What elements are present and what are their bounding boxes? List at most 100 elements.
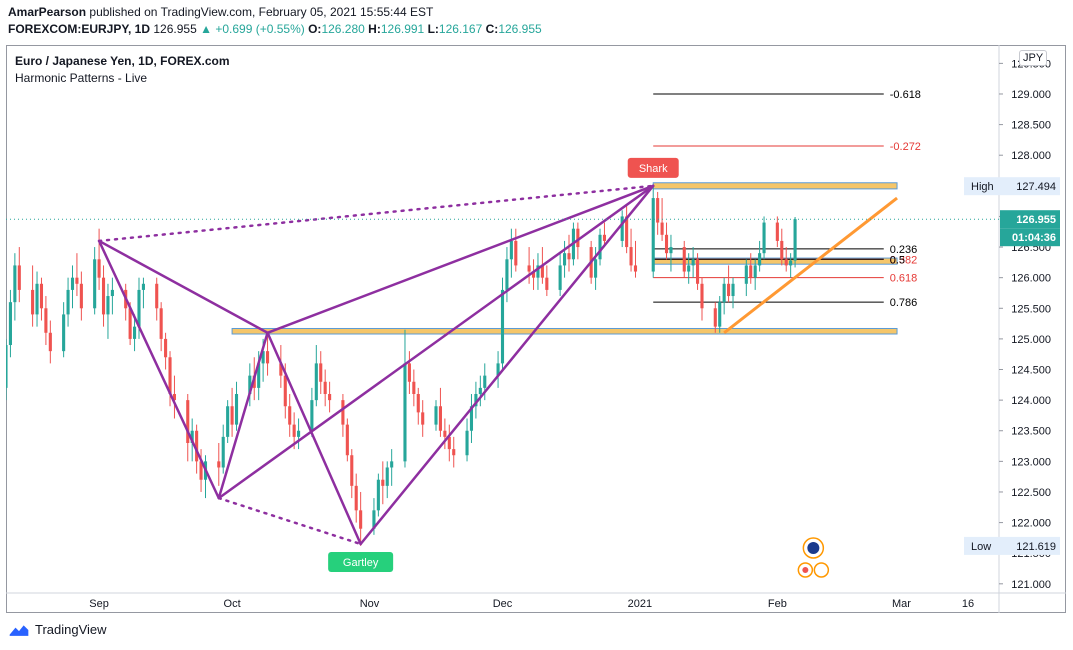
candle-body: [421, 412, 425, 425]
candle-body: [265, 351, 270, 364]
candle-body: [784, 259, 788, 266]
candle-body: [758, 253, 762, 266]
high-marker-value: 127.494: [1016, 181, 1056, 193]
close-value: 126.955: [498, 22, 542, 36]
candle-body: [505, 259, 509, 290]
candle-body: [416, 394, 420, 413]
candle-body: [93, 259, 97, 309]
y-tick-label: 128.500: [1011, 120, 1051, 132]
fib-level-label: -0.272: [890, 141, 921, 153]
candle-body: [500, 289, 505, 364]
change-up-icon: ▲: [200, 22, 212, 36]
author-name[interactable]: AmarPearson: [8, 5, 87, 19]
candle-body: [350, 455, 354, 486]
x-tick-label: 2021: [628, 598, 652, 610]
countdown-tag-box: [1000, 228, 1060, 247]
candle-body: [447, 436, 451, 450]
candle-body: [44, 308, 48, 333]
candle-body: [687, 265, 691, 272]
candle-body: [403, 363, 407, 462]
candle-body: [164, 338, 168, 358]
tradingview-logo-icon: [9, 624, 29, 636]
candle-body: [789, 260, 793, 266]
candle-body: [452, 449, 456, 456]
candle-body: [319, 363, 323, 382]
candle-body: [359, 510, 363, 529]
candle-body: [314, 363, 318, 401]
symbol-label: FOREXCOM:EURJPY, 1D: [8, 22, 151, 36]
candle-body: [651, 198, 655, 272]
candle-body: [753, 265, 757, 278]
candle-body: [509, 240, 513, 260]
candle-body: [297, 430, 301, 437]
price-chart[interactable]: 121.000121.500122.000122.500123.000123.5…: [6, 45, 1066, 613]
candle-body: [669, 247, 673, 254]
indicator-legend[interactable]: Harmonic Patterns - Live: [15, 71, 148, 85]
high-marker-label: High: [971, 181, 994, 193]
candle-body: [780, 240, 784, 260]
fib-level-label: 0.236: [890, 244, 918, 256]
candle-body: [474, 394, 478, 407]
x-tick-label: Feb: [768, 598, 787, 610]
candle-body: [713, 308, 717, 327]
candle-body: [39, 283, 44, 309]
candle-body: [230, 406, 234, 425]
last-price: 126.955: [153, 22, 197, 36]
candle-body: [221, 436, 225, 468]
candle-body: [13, 265, 17, 303]
candle-body: [664, 234, 669, 254]
fib-level-label: 0.382: [890, 254, 918, 266]
candle-body: [696, 259, 700, 284]
x-tick-label: Sep: [89, 598, 109, 610]
candle-body: [775, 222, 779, 241]
pattern-leg: [97, 239, 269, 335]
candle-body: [660, 222, 664, 235]
footer-brand[interactable]: TradingView: [8, 622, 107, 637]
publish-info: published on TradingView.com, February 0…: [89, 5, 434, 19]
candle-body: [531, 271, 536, 278]
candle-body: [172, 394, 177, 401]
candle-body: [345, 424, 349, 456]
candle-body: [234, 394, 239, 425]
x-tick-label: Oct: [224, 598, 241, 610]
candle-body: [558, 265, 562, 290]
candle-body: [390, 461, 394, 468]
candle-body: [527, 265, 531, 272]
candle-body: [6, 345, 8, 388]
pattern-dotted-leg: [217, 496, 362, 546]
candle-body: [731, 283, 735, 297]
currency-badge[interactable]: JPY: [1019, 50, 1048, 66]
low-marker-label: Low: [971, 541, 991, 553]
candle-body: [749, 265, 753, 278]
candle-body: [602, 234, 607, 241]
pattern-label-badge: [328, 552, 394, 573]
price-zone: [652, 182, 898, 190]
candle-body: [536, 265, 540, 278]
candle-body: [110, 289, 114, 297]
candle-body: [478, 387, 482, 395]
pattern-label-text: Gartley: [343, 557, 379, 569]
candle-body: [563, 253, 567, 266]
candle-body: [567, 253, 571, 260]
pattern-label-text: Shark: [639, 163, 668, 175]
y-tick-label: 124.000: [1011, 395, 1051, 407]
fib-level-label: 0.786: [890, 297, 918, 309]
pattern-label-badge: [627, 157, 679, 178]
y-tick-label: 123.000: [1011, 456, 1051, 468]
candle-body: [434, 406, 438, 425]
candle-body: [718, 302, 722, 327]
candle-body: [372, 510, 376, 529]
candle-body: [354, 485, 358, 511]
candle-body: [762, 222, 766, 254]
candle-body: [727, 283, 731, 297]
candle-body: [226, 406, 230, 437]
candle-body: [31, 289, 35, 315]
high-label: H:: [368, 22, 381, 36]
pattern-leg: [217, 331, 269, 500]
low-value: 126.167: [438, 22, 483, 36]
trend-line: [723, 196, 898, 334]
low-label: L:: [427, 22, 439, 36]
candle-body: [465, 430, 469, 456]
candle-body: [633, 265, 638, 272]
last-price-tag-text: 126.955: [1016, 214, 1056, 226]
